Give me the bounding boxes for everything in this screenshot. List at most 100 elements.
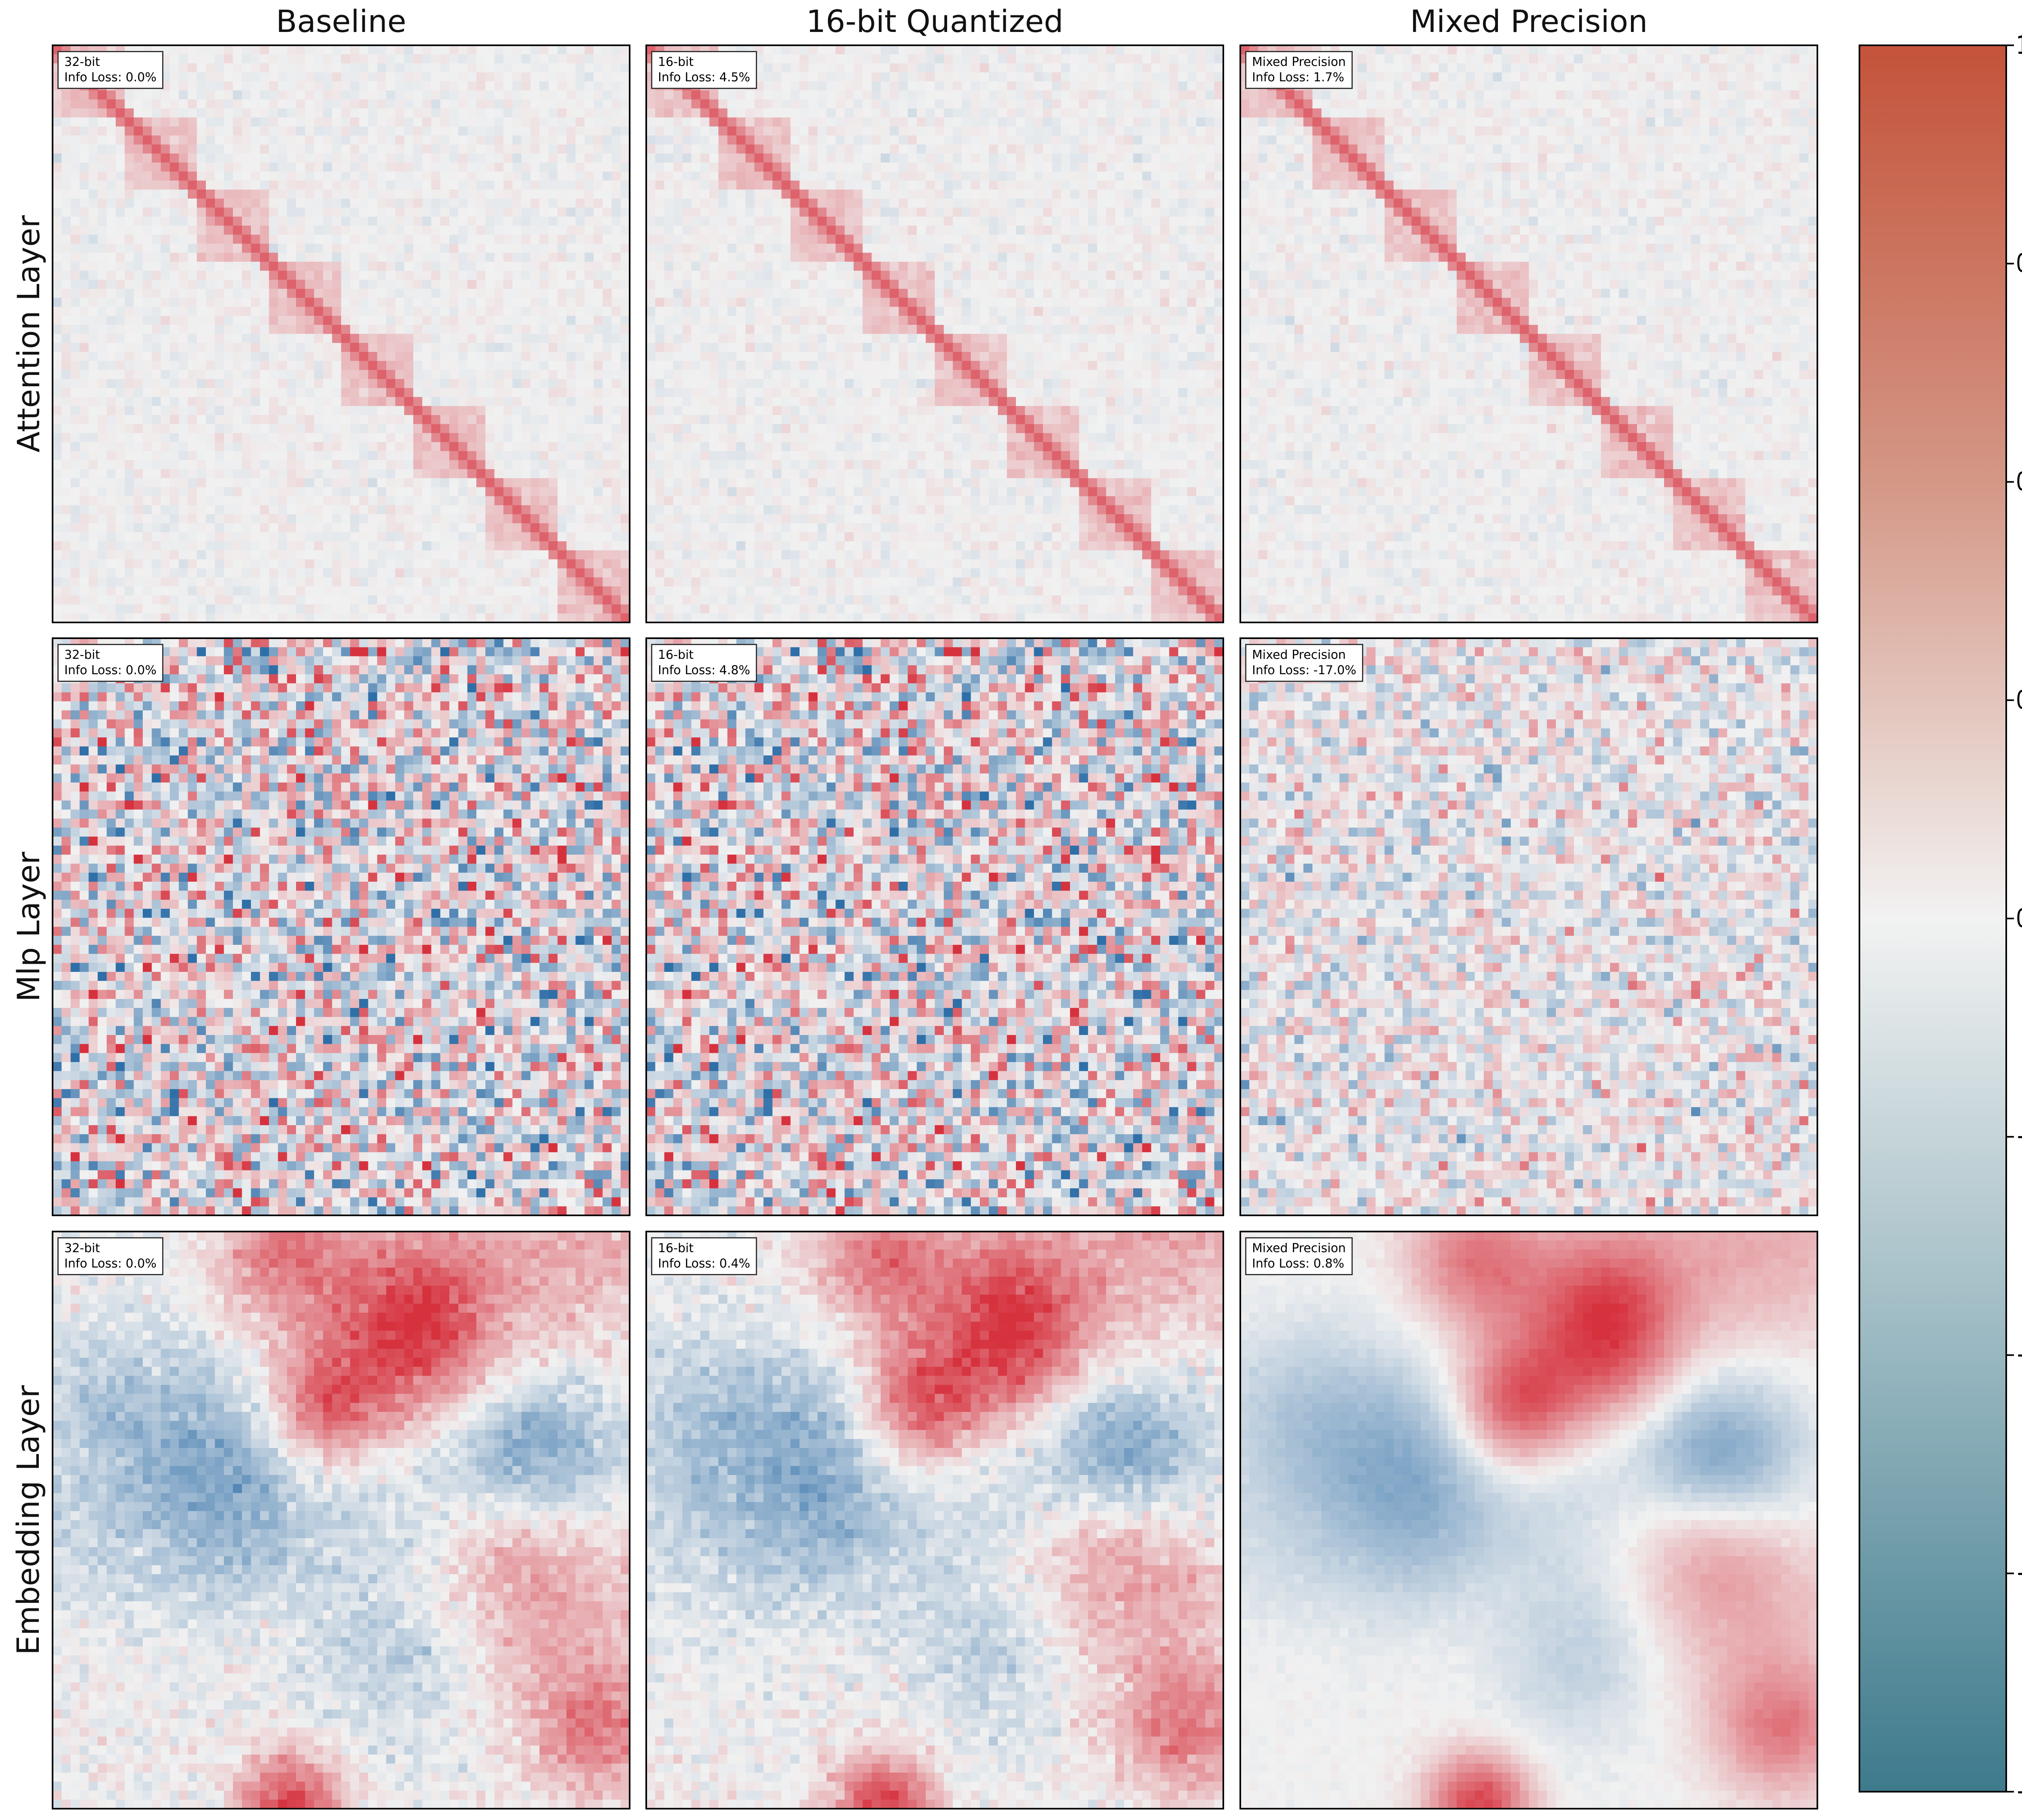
heatmap-cell — [224, 334, 233, 343]
heatmap-cell — [611, 370, 621, 379]
heatmap-cell — [215, 81, 224, 91]
heatmap-cell — [611, 63, 621, 73]
heatmap-cell — [548, 595, 558, 605]
heatmap-cell — [188, 550, 197, 560]
heatmap-cell — [646, 108, 656, 118]
heatmap-cell — [341, 163, 351, 172]
heatmap-cell — [539, 63, 549, 73]
heatmap-cell — [107, 433, 116, 442]
heatmap-cell — [251, 496, 260, 506]
heatmap-cell — [575, 117, 585, 127]
heatmap-cell — [197, 45, 206, 55]
heatmap-cell — [143, 487, 152, 497]
heatmap-cell — [621, 550, 630, 560]
heatmap-cell — [368, 244, 377, 253]
heatmap-cell — [350, 262, 360, 271]
heatmap-cell — [467, 108, 477, 118]
heatmap-cell — [395, 280, 404, 289]
heatmap-cell — [404, 63, 414, 73]
heatmap-cell — [377, 532, 387, 542]
heatmap-cell — [521, 289, 531, 298]
heatmap-cell — [61, 207, 71, 217]
heatmap-cell — [161, 514, 170, 523]
heatmap-cell — [531, 343, 540, 352]
heatmap-cell — [603, 135, 612, 145]
heatmap-cell — [567, 514, 576, 523]
heatmap-cell — [152, 271, 161, 280]
heatmap-cell — [1016, 72, 1025, 82]
heatmap-cell — [215, 144, 224, 154]
heatmap-cell — [440, 144, 450, 154]
heatmap-cell — [413, 226, 423, 235]
heatmap-cell — [143, 90, 152, 99]
heatmap-cell — [233, 505, 242, 514]
heatmap-cell — [152, 154, 161, 163]
heatmap-cell — [1187, 72, 1197, 82]
heatmap-cell — [197, 361, 206, 370]
heatmap-cell — [107, 424, 116, 433]
heatmap-cell — [395, 532, 404, 542]
heatmap-cell — [341, 496, 351, 506]
heatmap-cell — [485, 433, 495, 442]
heatmap-cell — [621, 316, 630, 325]
heatmap-cell — [107, 514, 116, 523]
heatmap-cell — [242, 388, 251, 397]
heatmap-cell — [449, 90, 459, 99]
heatmap-cell — [224, 406, 233, 415]
heatmap-cell — [594, 127, 603, 136]
heatmap-cell — [197, 352, 206, 361]
heatmap-cell — [314, 451, 324, 460]
heatmap-cell — [224, 207, 233, 217]
heatmap-cell — [107, 253, 116, 262]
heatmap-cell — [269, 135, 278, 145]
heatmap-cell — [1070, 45, 1079, 55]
heatmap-cell — [395, 190, 404, 199]
heatmap-cell — [558, 469, 567, 478]
heatmap-cell — [485, 280, 495, 289]
heatmap-cell — [1205, 63, 1214, 73]
heatmap-cell — [404, 244, 414, 253]
heatmap-cell — [71, 559, 80, 569]
heatmap-cell — [594, 370, 603, 379]
heatmap-cell — [449, 334, 459, 343]
heatmap-cell — [899, 99, 908, 109]
heatmap-cell — [305, 559, 314, 569]
heatmap-cell — [260, 307, 269, 316]
heatmap-cell — [1106, 54, 1115, 63]
heatmap-cell — [548, 226, 558, 235]
heatmap-cell — [539, 289, 549, 298]
heatmap-cell — [531, 235, 540, 244]
heatmap-cell — [386, 226, 396, 235]
heatmap-cell — [476, 108, 486, 118]
heatmap-cell — [251, 207, 260, 217]
heatmap-cell — [467, 451, 477, 460]
heatmap-cell — [125, 406, 134, 415]
heatmap-cell — [368, 586, 377, 596]
heatmap-cell — [458, 207, 467, 217]
heatmap-cell — [233, 190, 242, 199]
heatmap-cell — [764, 81, 773, 91]
heatmap-cell — [314, 568, 324, 578]
heatmap-cell — [575, 397, 585, 406]
heatmap-cell — [359, 614, 368, 623]
heatmap-cell — [512, 298, 522, 307]
heatmap-cell — [1070, 72, 1079, 82]
heatmap-cell — [603, 361, 612, 370]
heatmap-cell — [350, 361, 360, 370]
heatmap-cell — [603, 180, 612, 190]
heatmap-cell — [242, 72, 251, 82]
heatmap-cell — [835, 63, 845, 73]
heatmap-cell — [134, 379, 143, 388]
heatmap-cell — [260, 298, 269, 307]
heatmap-cell — [89, 235, 98, 244]
heatmap-cell — [521, 280, 531, 289]
heatmap-cell — [521, 190, 531, 199]
heatmap-cell — [585, 578, 594, 587]
heatmap-cell — [709, 99, 719, 109]
heatmap-cell — [134, 496, 143, 506]
heatmap-cell — [503, 343, 513, 352]
heatmap-cell — [224, 442, 233, 451]
heatmap-cell — [161, 478, 170, 487]
heatmap-cell — [404, 614, 414, 623]
heatmap-cell — [269, 127, 278, 136]
